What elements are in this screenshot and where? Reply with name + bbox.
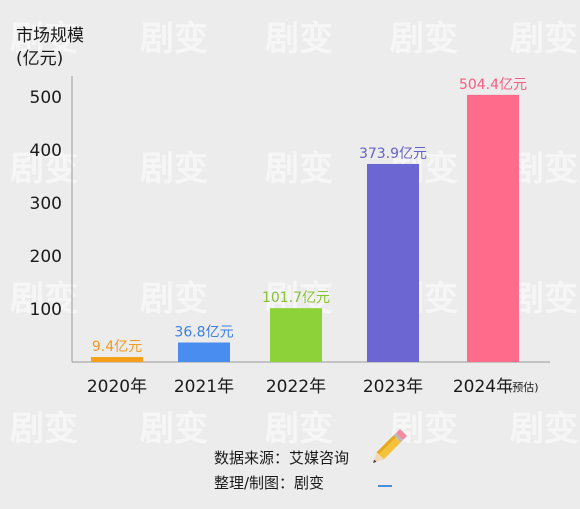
- data-label: 9.4亿元: [92, 339, 142, 355]
- bar: [178, 342, 230, 362]
- watermark-text: 剧变: [510, 409, 578, 449]
- watermark-text: 剧变: [510, 149, 578, 189]
- source-text: 数据来源：艾媒咨询: [214, 449, 349, 467]
- y-axis-label-line2: (亿元): [16, 49, 63, 69]
- y-tick-label: 200: [30, 247, 62, 267]
- x-tick-label: 2023年: [363, 377, 423, 397]
- y-tick-label: 100: [30, 300, 62, 320]
- data-label: 36.8亿元: [174, 325, 233, 341]
- watermark-text: 剧变: [265, 149, 333, 189]
- watermark-text: 剧变: [265, 409, 333, 449]
- bar-group: [91, 94, 519, 363]
- credit-text: 整理/制图：剧变: [214, 474, 324, 492]
- watermark-text: 剧变: [10, 279, 78, 319]
- x-tick-label: 2020年: [87, 377, 147, 397]
- watermark-text: 剧变: [390, 19, 458, 59]
- watermark-text: 剧变: [10, 409, 78, 449]
- watermark-text: 剧变: [140, 279, 208, 319]
- watermark-text: 剧变: [140, 19, 208, 59]
- data-label: 504.4亿元: [459, 77, 527, 93]
- y-tick-label: 300: [30, 194, 62, 214]
- data-label: 101.7亿元: [262, 290, 330, 306]
- watermark-text: 剧变: [390, 409, 458, 449]
- x-tick-note: (预估): [508, 381, 539, 394]
- data-label-group: 9.4亿元 36.8亿元 101.7亿元 373.9亿元 504.4亿元: [92, 77, 527, 355]
- x-tick-group: 2020年 2021年 2022年 2023年 2024年: [87, 377, 513, 397]
- y-axis-label-line1: 市场规模: [16, 26, 84, 46]
- bar: [367, 163, 419, 362]
- y-tick-label: 400: [30, 141, 62, 161]
- watermark-text: 剧变: [10, 149, 78, 189]
- bar: [270, 308, 322, 362]
- watermark-text: 剧变: [265, 19, 333, 59]
- y-tick-label: 500: [30, 88, 62, 108]
- data-label: 373.9亿元: [359, 146, 427, 162]
- bar: [467, 94, 519, 363]
- watermark-text: 剧变: [140, 149, 208, 189]
- watermark-text: 剧变: [140, 409, 208, 449]
- x-tick-label: 2024年: [453, 377, 513, 397]
- watermark-text: 剧变: [510, 279, 578, 319]
- watermark-text: 剧变: [10, 19, 78, 59]
- watermark-text: 剧变: [510, 19, 578, 59]
- y-tick-group: 100 200 300 400 500: [30, 88, 62, 320]
- x-tick-label: 2022年: [266, 377, 326, 397]
- bar: [91, 357, 143, 362]
- x-tick-label: 2021年: [174, 377, 234, 397]
